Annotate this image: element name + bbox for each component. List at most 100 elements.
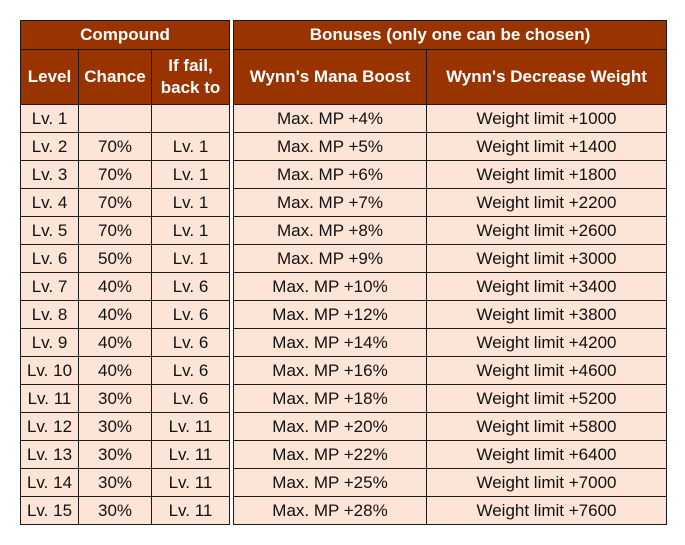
decrease-weight-cell: Weight limit +4200	[426, 328, 667, 357]
chance-cell: 40%	[78, 328, 152, 357]
fail-back-cell: Lv. 1	[151, 244, 230, 273]
compound-row: Lv. 10 40% Lv. 6	[20, 356, 230, 385]
chance-cell: 30%	[78, 384, 152, 413]
decrease-weight-cell: Weight limit +1800	[426, 160, 667, 189]
fail-back-cell: Lv. 1	[151, 160, 230, 189]
level-cell: Lv. 2	[20, 132, 79, 161]
decrease-weight-cell: Weight limit +3000	[426, 244, 667, 273]
chance-cell: 30%	[78, 468, 152, 497]
mana-boost-cell: Max. MP +12%	[233, 300, 427, 329]
mana-boost-cell: Max. MP +18%	[233, 384, 427, 413]
fail-back-cell: Lv. 1	[151, 132, 230, 161]
bonus-row: Max. MP +25% Weight limit +7000	[233, 468, 667, 497]
decrease-weight-cell: Weight limit +5200	[426, 384, 667, 413]
level-cell: Lv. 8	[20, 300, 79, 329]
compound-row: Lv. 7 40% Lv. 6	[20, 272, 230, 301]
chance-cell: 30%	[78, 412, 152, 441]
mana-boost-cell: Max. MP +22%	[233, 440, 427, 469]
bonus-row: Max. MP +18% Weight limit +5200	[233, 384, 667, 413]
mana-boost-cell: Max. MP +4%	[233, 104, 427, 133]
compound-row: Lv. 2 70% Lv. 1	[20, 132, 230, 161]
mana-boost-cell: Max. MP +16%	[233, 356, 427, 385]
mana-boost-cell: Max. MP +7%	[233, 188, 427, 217]
bonus-row: Max. MP +20% Weight limit +5800	[233, 412, 667, 441]
level-cell: Lv. 9	[20, 328, 79, 357]
compound-row: Lv. 12 30% Lv. 11	[20, 412, 230, 441]
decrease-weight-header: Wynn's Decrease Weight	[426, 49, 667, 105]
fail-back-header-line1: If fail,	[168, 56, 213, 75]
mana-boost-cell: Max. MP +20%	[233, 412, 427, 441]
compound-row: Lv. 8 40% Lv. 6	[20, 300, 230, 329]
bonus-row: Max. MP +9% Weight limit +3000	[233, 244, 667, 273]
level-cell: Lv. 14	[20, 468, 79, 497]
level-cell: Lv. 5	[20, 216, 79, 245]
compound-row: Lv. 4 70% Lv. 1	[20, 188, 230, 217]
chance-cell: 30%	[78, 496, 152, 525]
decrease-weight-cell: Weight limit +1000	[426, 104, 667, 133]
level-cell: Lv. 3	[20, 160, 79, 189]
fail-back-cell: Lv. 11	[151, 468, 230, 497]
decrease-weight-cell: Weight limit +7600	[426, 496, 667, 525]
fail-back-cell: Lv. 11	[151, 412, 230, 441]
bonus-row: Max. MP +14% Weight limit +4200	[233, 328, 667, 357]
decrease-weight-cell: Weight limit +2200	[426, 188, 667, 217]
chance-cell: 40%	[78, 356, 152, 385]
compound-table: Compound Level Chance If fail, back to L…	[20, 20, 230, 525]
mana-boost-cell: Max. MP +8%	[233, 216, 427, 245]
fail-back-header: If fail, back to	[151, 49, 230, 105]
mana-boost-cell: Max. MP +25%	[233, 468, 427, 497]
chance-cell: 40%	[78, 300, 152, 329]
mana-boost-cell: Max. MP +14%	[233, 328, 427, 357]
level-cell: Lv. 6	[20, 244, 79, 273]
fail-back-cell: Lv. 6	[151, 328, 230, 357]
bonus-row: Max. MP +8% Weight limit +2600	[233, 216, 667, 245]
bonus-row: Max. MP +22% Weight limit +6400	[233, 440, 667, 469]
compound-title: Compound	[20, 20, 230, 50]
compound-row: Lv. 13 30% Lv. 11	[20, 440, 230, 469]
chance-cell: 70%	[78, 132, 152, 161]
bonus-row: Max. MP +4% Weight limit +1000	[233, 104, 667, 133]
level-header: Level	[20, 49, 79, 105]
compound-row: Lv. 9 40% Lv. 6	[20, 328, 230, 357]
bonuses-table: Bonuses (only one can be chosen) Wynn's …	[233, 20, 667, 525]
compound-row: Lv. 15 30% Lv. 11	[20, 496, 230, 525]
level-cell: Lv. 12	[20, 412, 79, 441]
chance-header: Chance	[78, 49, 152, 105]
level-cell: Lv. 15	[20, 496, 79, 525]
mana-boost-cell: Max. MP +28%	[233, 496, 427, 525]
decrease-weight-cell: Weight limit +3400	[426, 272, 667, 301]
fail-back-cell: Lv. 1	[151, 216, 230, 245]
mana-boost-cell: Max. MP +5%	[233, 132, 427, 161]
fail-back-cell: Lv. 6	[151, 272, 230, 301]
level-cell: Lv. 10	[20, 356, 79, 385]
chance-cell: 70%	[78, 160, 152, 189]
chance-cell: 70%	[78, 188, 152, 217]
mana-boost-cell: Max. MP +10%	[233, 272, 427, 301]
mana-boost-cell: Max. MP +9%	[233, 244, 427, 273]
compound-row: Lv. 1	[20, 104, 230, 133]
mana-boost-cell: Max. MP +6%	[233, 160, 427, 189]
fail-back-cell: Lv. 11	[151, 496, 230, 525]
decrease-weight-cell: Weight limit +6400	[426, 440, 667, 469]
fail-back-cell: Lv. 6	[151, 384, 230, 413]
fail-back-cell: Lv. 6	[151, 356, 230, 385]
level-cell: Lv. 4	[20, 188, 79, 217]
chance-cell: 30%	[78, 440, 152, 469]
bonus-row: Max. MP +12% Weight limit +3800	[233, 300, 667, 329]
chance-cell: 50%	[78, 244, 152, 273]
compound-row: Lv. 5 70% Lv. 1	[20, 216, 230, 245]
level-cell: Lv. 7	[20, 272, 79, 301]
bonus-row: Max. MP +28% Weight limit +7600	[233, 496, 667, 525]
decrease-weight-cell: Weight limit +2600	[426, 216, 667, 245]
mana-boost-header: Wynn's Mana Boost	[233, 49, 427, 105]
compound-row: Lv. 3 70% Lv. 1	[20, 160, 230, 189]
compound-row: Lv. 14 30% Lv. 11	[20, 468, 230, 497]
bonus-row: Max. MP +16% Weight limit +4600	[233, 356, 667, 385]
fail-back-cell	[151, 104, 230, 133]
compound-row: Lv. 6 50% Lv. 1	[20, 244, 230, 273]
compound-row: Lv. 11 30% Lv. 6	[20, 384, 230, 413]
bonus-row: Max. MP +5% Weight limit +1400	[233, 132, 667, 161]
bonus-row: Max. MP +10% Weight limit +3400	[233, 272, 667, 301]
chance-cell: 40%	[78, 272, 152, 301]
decrease-weight-cell: Weight limit +4600	[426, 356, 667, 385]
